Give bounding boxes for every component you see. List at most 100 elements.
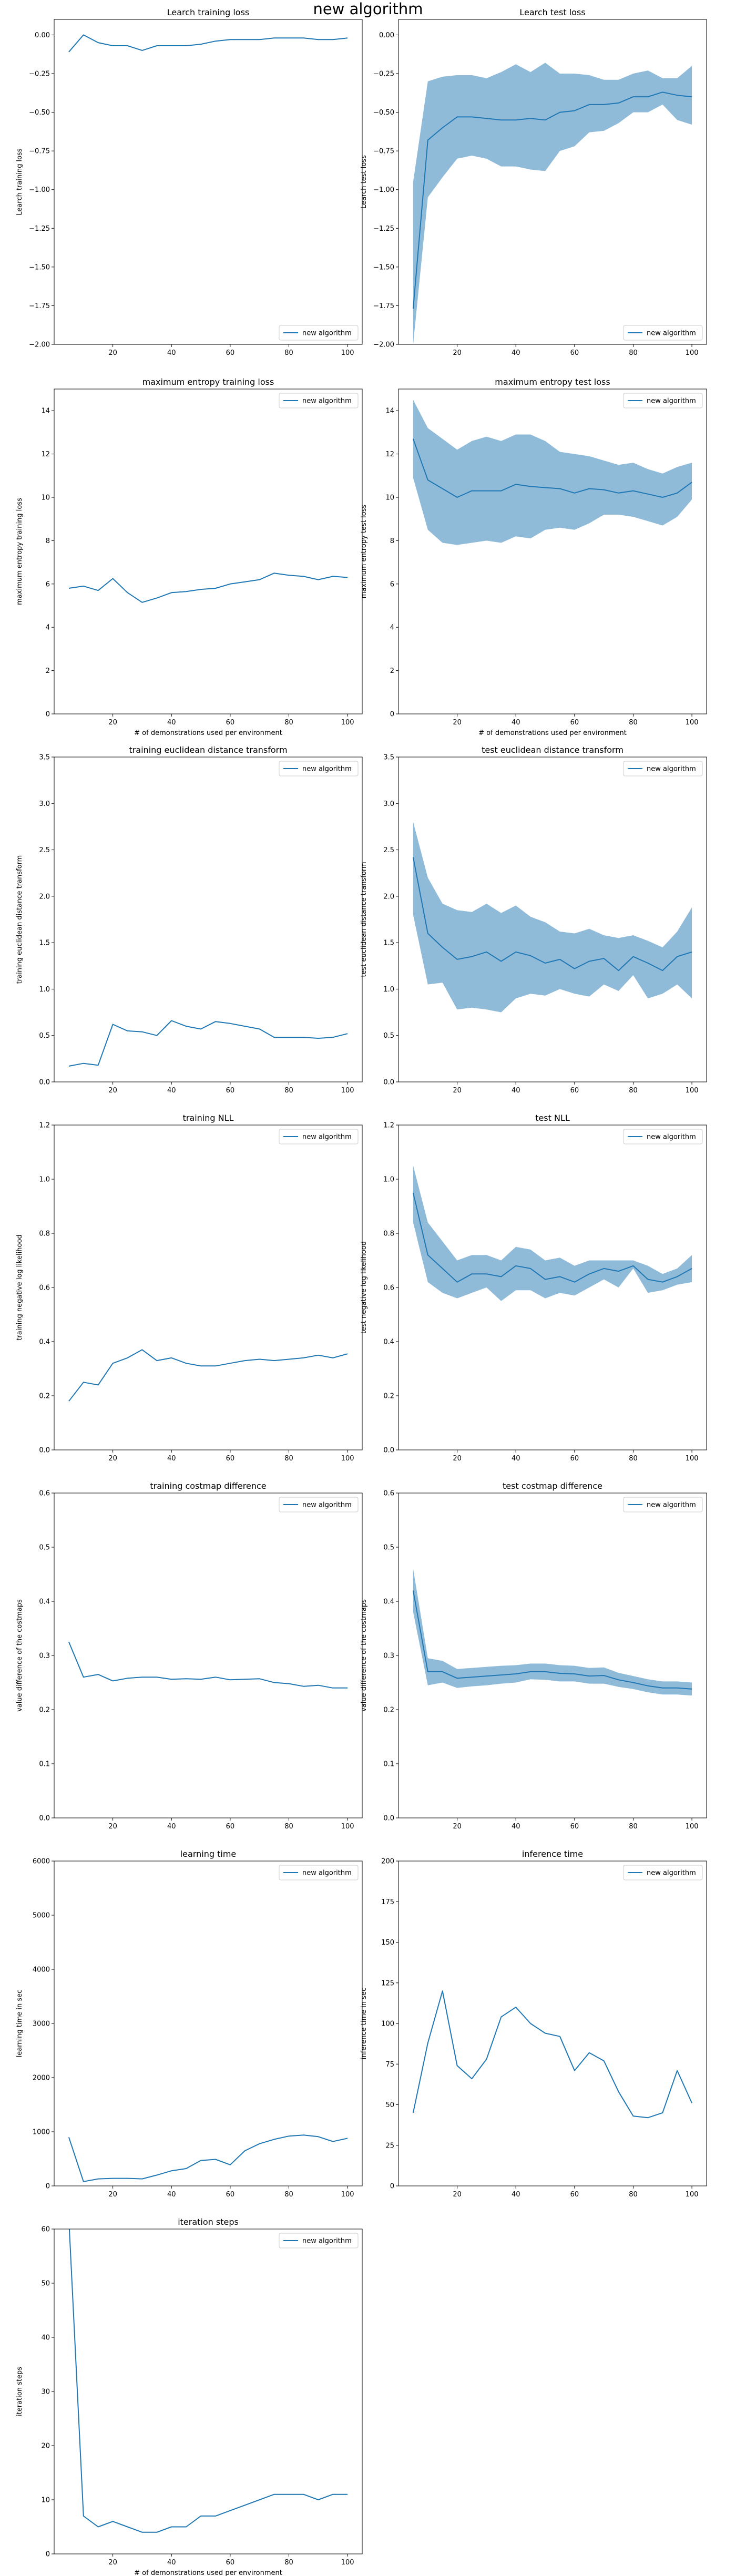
y-tick-label: 2.5	[383, 846, 394, 854]
x-tick-label: 60	[226, 1087, 235, 1095]
y-tick-label: 1.5	[383, 939, 394, 947]
y-tick-label: 0.5	[383, 1032, 394, 1040]
y-tick-label: 0.1	[39, 1761, 50, 1769]
x-tick-label: 20	[108, 1823, 117, 1831]
chart-1: 20 40 60 80 100 0.00 −0.25 −0.50 −0.75 −1.00 −1.25…	[16, 7, 363, 357]
y-tick-label: 0.6	[39, 1284, 50, 1292]
plot-area	[68, 1020, 348, 1067]
x-tick-label: 80	[629, 719, 638, 727]
y-tick-label: 0.4	[383, 1338, 394, 1346]
legend: new algorithm	[279, 1865, 359, 1880]
confidence-band	[413, 1569, 692, 1696]
y-tick-label: 0.8	[383, 1230, 394, 1238]
y-tick-label: −1.75	[29, 302, 50, 310]
y-tick-label: 4000	[33, 1966, 50, 1974]
chart-title: maximum entropy training loss	[142, 377, 274, 387]
x-tick-label: 80	[629, 1823, 638, 1831]
legend-box	[623, 1129, 703, 1144]
legend-box	[279, 1129, 359, 1144]
y-tick-label: 0.5	[39, 1544, 50, 1552]
x-axis-label: # of demonstrations used per environment	[478, 729, 627, 737]
x-tick-label: 20	[453, 719, 462, 727]
y-tick-label: 0	[390, 2183, 394, 2191]
legend-box	[623, 325, 703, 341]
x-tick-label: 80	[284, 1087, 293, 1095]
y-tick-label: 2.0	[39, 893, 50, 901]
y-axis-label: training euclidean distance transform	[16, 855, 24, 984]
x-tick-label: 60	[570, 1087, 579, 1095]
y-axis-label: test negative log likelihood	[360, 1241, 368, 1334]
plot-area	[68, 1641, 348, 1689]
y-tick-label: 0	[46, 2551, 50, 2559]
y-tick-label: 10	[41, 2497, 50, 2505]
y-tick-label: −1.75	[373, 302, 394, 310]
x-tick-label: 40	[167, 1087, 176, 1095]
y-tick-label: 0.0	[39, 1447, 50, 1455]
y-axis-label: value difference of the costmaps	[16, 1599, 24, 1712]
x-tick-label: 60	[570, 349, 579, 357]
x-tick-label: 20	[453, 349, 462, 357]
series-line	[412, 1990, 693, 2119]
x-tick-label: 60	[226, 1823, 235, 1831]
y-tick-label: 1.0	[39, 1176, 50, 1184]
y-tick-label: 100	[381, 2020, 394, 2028]
legend-box	[279, 1865, 359, 1880]
y-axis-label: iteration steps	[16, 2367, 24, 2416]
chart-3: 20 40 60 80 100 0 2 4 6 8 10 12 14 maximum entropy tr…	[16, 377, 363, 737]
legend-label: new algorithm	[647, 397, 696, 405]
y-tick-label: 0.0	[383, 1079, 394, 1087]
legend-label: new algorithm	[302, 765, 352, 773]
axes-frame	[398, 389, 707, 714]
legend-box	[279, 325, 359, 341]
axes-frame	[398, 757, 707, 1082]
x-tick-label: 80	[284, 1455, 293, 1463]
legend-box	[623, 393, 703, 408]
series-line	[412, 91, 692, 309]
y-tick-label: −1.00	[29, 186, 50, 194]
y-tick-label: 50	[41, 2280, 50, 2288]
y-tick-label: 60	[41, 2226, 50, 2234]
x-tick-label: 100	[341, 1087, 354, 1095]
series-line	[412, 857, 692, 972]
y-axis-label: maximum entropy test loss	[360, 505, 368, 598]
y-tick-label: 25	[385, 2142, 394, 2150]
legend-box	[279, 2233, 359, 2248]
y-tick-label: 0.2	[383, 1706, 394, 1714]
axes-frame	[398, 19, 707, 345]
y-tick-label: 14	[385, 407, 394, 415]
series-line	[68, 573, 348, 603]
confidence-band	[413, 822, 692, 1013]
plot-area	[412, 1166, 692, 1301]
axes-frame	[54, 2229, 363, 2554]
y-tick-label: −2.00	[29, 341, 50, 349]
y-tick-label: −2.00	[373, 341, 394, 349]
y-tick-label: 0.6	[383, 1284, 394, 1292]
y-tick-label: 6000	[33, 1858, 50, 1866]
y-tick-label: −0.25	[29, 70, 50, 78]
confidence-band	[413, 1166, 692, 1301]
y-tick-label: 1.0	[39, 986, 50, 994]
legend: new algorithm	[623, 325, 703, 341]
axes-frame	[54, 1125, 363, 1450]
chart-11: 20 40 60 80 1000100020003000400050006000lear…	[16, 1849, 363, 2199]
x-tick-label: 20	[108, 1455, 117, 1463]
y-tick-label: −1.00	[373, 186, 394, 194]
legend-label: new algorithm	[647, 330, 696, 338]
y-tick-label: 0.5	[39, 1032, 50, 1040]
x-tick-label: 20	[108, 1087, 117, 1095]
y-tick-label: 0.0	[39, 1815, 50, 1823]
chart-9: 20 40 60 80 100 0.0 0.1 0.2 0.3 0.4 0.5 0.6 training…	[16, 1481, 363, 1831]
x-tick-label: 100	[686, 2191, 699, 2199]
chart-title: training costmap difference	[150, 1481, 266, 1491]
legend-box	[623, 1865, 703, 1880]
plot-area	[412, 1569, 692, 1696]
x-tick-label: 100	[686, 1087, 699, 1095]
x-axis-label: # of demonstrations used per environment	[134, 729, 282, 737]
y-tick-label: 0.8	[39, 1230, 50, 1238]
y-tick-label: 12	[41, 451, 50, 458]
x-tick-label: 60	[570, 1455, 579, 1463]
y-tick-label: 40	[41, 2334, 50, 2342]
y-tick-label: 1.0	[383, 986, 394, 994]
y-tick-label: 0.2	[383, 1393, 394, 1401]
y-tick-label: −1.50	[29, 263, 50, 271]
